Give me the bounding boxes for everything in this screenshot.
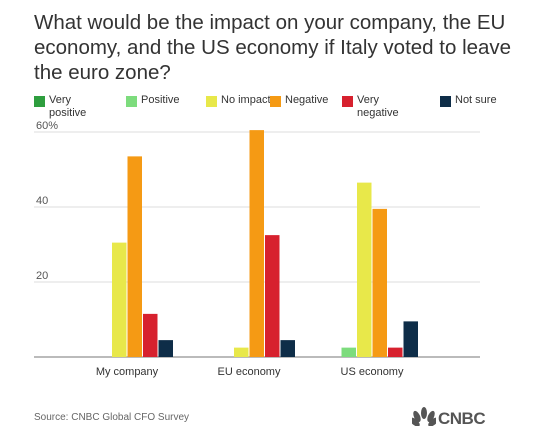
x-tick-label: US economy	[341, 366, 404, 378]
bar	[280, 340, 295, 357]
source-note: Source: CNBC Global CFO Survey	[34, 412, 190, 423]
chart-title: What would be the impact on your company…	[34, 11, 512, 84]
legend-label: Not sure	[455, 94, 497, 106]
bar	[234, 347, 249, 357]
bar	[403, 321, 418, 357]
bar	[341, 347, 356, 357]
legend-label: Positive	[141, 94, 180, 106]
legend-swatch	[126, 96, 137, 107]
y-tick-label: 20	[36, 270, 48, 282]
legend-swatch	[206, 96, 217, 107]
peacock-icon	[409, 407, 439, 427]
legend: Very positive Positive No impact Negative Ve…	[34, 94, 514, 124]
legend-swatch	[440, 96, 451, 107]
legend-label: Very negative	[357, 94, 399, 119]
x-tick-label: My company	[96, 366, 159, 378]
legend-label: Very positive	[49, 94, 87, 119]
bar	[158, 340, 173, 357]
bar	[388, 347, 403, 357]
y-tick-label: 40	[36, 195, 48, 207]
legend-label: No impact	[221, 94, 271, 106]
legend-label: Negative	[285, 94, 329, 106]
logo-text: CNBC	[438, 409, 486, 428]
legend-swatch	[34, 96, 45, 107]
cnbc-logo: CNBC	[409, 406, 486, 428]
bar	[265, 235, 280, 357]
bar	[357, 182, 372, 357]
bar	[249, 130, 264, 357]
legend-swatch	[270, 96, 281, 107]
bar	[372, 208, 387, 357]
bar	[143, 313, 158, 357]
bar	[127, 156, 142, 357]
x-tick-label: EU economy	[218, 366, 281, 378]
y-tick-label: 60%	[36, 120, 58, 132]
legend-swatch	[342, 96, 353, 107]
bar	[112, 242, 127, 357]
